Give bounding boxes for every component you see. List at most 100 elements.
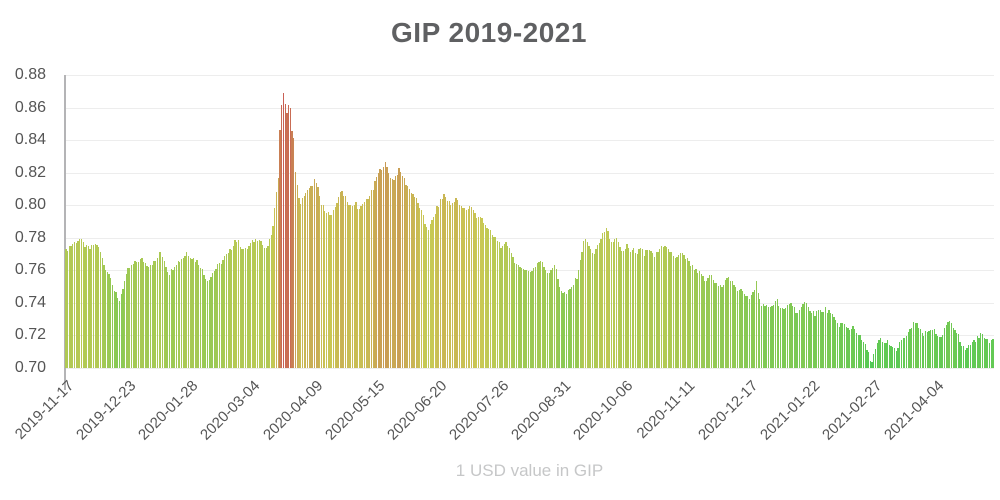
- y-tick-label: 0.70: [14, 359, 46, 376]
- bar: [317, 186, 319, 368]
- bar: [754, 289, 756, 368]
- bar: [565, 293, 568, 368]
- bar: [892, 346, 894, 368]
- bar: [134, 260, 136, 368]
- bar: [921, 333, 923, 368]
- bar: [531, 271, 533, 368]
- bar: [862, 342, 865, 368]
- bar: [622, 251, 625, 368]
- bar: [614, 239, 616, 368]
- bar: [850, 329, 852, 368]
- bar: [652, 253, 654, 368]
- bar: [653, 256, 656, 368]
- bar: [826, 312, 828, 368]
- bar: [310, 186, 312, 368]
- bar: [710, 274, 713, 368]
- bar: [446, 200, 449, 368]
- bar: [184, 255, 186, 368]
- bar: [688, 261, 690, 368]
- bar: [602, 233, 604, 368]
- bar: [831, 314, 833, 368]
- bar: [151, 264, 153, 368]
- bar: [289, 108, 291, 368]
- bar: [130, 264, 133, 368]
- bar: [489, 230, 492, 368]
- bar: [343, 195, 345, 368]
- bar: [519, 267, 521, 368]
- bar: [424, 223, 426, 368]
- bar: [415, 198, 417, 368]
- bar: [408, 188, 411, 368]
- bar: [714, 282, 716, 368]
- bar: [893, 347, 896, 368]
- bar: [522, 268, 524, 368]
- bar: [187, 255, 190, 368]
- bar: [947, 321, 949, 368]
- bar: [830, 313, 832, 368]
- bar: [217, 264, 219, 368]
- bar: [985, 338, 987, 368]
- bar: [472, 209, 474, 368]
- bar: [450, 205, 452, 368]
- bar: [529, 272, 531, 368]
- bar: [87, 246, 89, 368]
- bar: [866, 350, 868, 368]
- y-tick-label: 0.88: [14, 66, 46, 83]
- bar: [237, 239, 240, 368]
- bar: [282, 92, 285, 368]
- bar: [498, 242, 500, 368]
- bar: [662, 247, 664, 368]
- bar: [793, 307, 795, 368]
- bar: [938, 336, 940, 368]
- bar: [571, 286, 573, 368]
- bar: [685, 258, 687, 368]
- bar: [515, 264, 518, 368]
- bar: [146, 265, 148, 368]
- bar: [735, 286, 737, 368]
- bar: [215, 268, 217, 368]
- bar: [621, 250, 623, 368]
- bar: [500, 247, 502, 368]
- bar: [693, 269, 695, 368]
- bar: [73, 241, 76, 368]
- bar: [671, 251, 673, 368]
- bar: [949, 321, 951, 368]
- bar: [973, 339, 975, 368]
- bar: [355, 201, 357, 368]
- bar: [904, 338, 906, 368]
- bar: [432, 216, 435, 368]
- bar: [322, 204, 324, 368]
- bar: [256, 240, 259, 368]
- bar: [79, 239, 81, 368]
- bar: [591, 252, 594, 368]
- bar: [334, 206, 336, 368]
- bar: [678, 254, 680, 368]
- bar: [258, 240, 260, 368]
- bar: [719, 285, 721, 368]
- bar: [357, 208, 359, 368]
- bar: [510, 252, 512, 368]
- bar: [919, 329, 922, 368]
- bar: [451, 202, 454, 368]
- bar: [655, 251, 657, 368]
- bar: [914, 323, 916, 368]
- bar: [224, 256, 226, 368]
- bar: [241, 249, 243, 368]
- bar: [367, 199, 369, 368]
- bar: [937, 335, 939, 368]
- bar: [275, 191, 278, 368]
- bar: [239, 246, 241, 368]
- bar: [731, 280, 733, 368]
- bar: [68, 246, 70, 368]
- bar: [705, 280, 707, 368]
- bar: [852, 326, 854, 368]
- bar: [186, 252, 188, 368]
- bar: [610, 241, 613, 368]
- bar: [817, 309, 820, 368]
- bar: [798, 310, 801, 368]
- bar: [605, 228, 607, 368]
- bar: [867, 352, 870, 368]
- bar: [779, 307, 782, 368]
- bar: [293, 138, 295, 368]
- bar: [231, 250, 233, 368]
